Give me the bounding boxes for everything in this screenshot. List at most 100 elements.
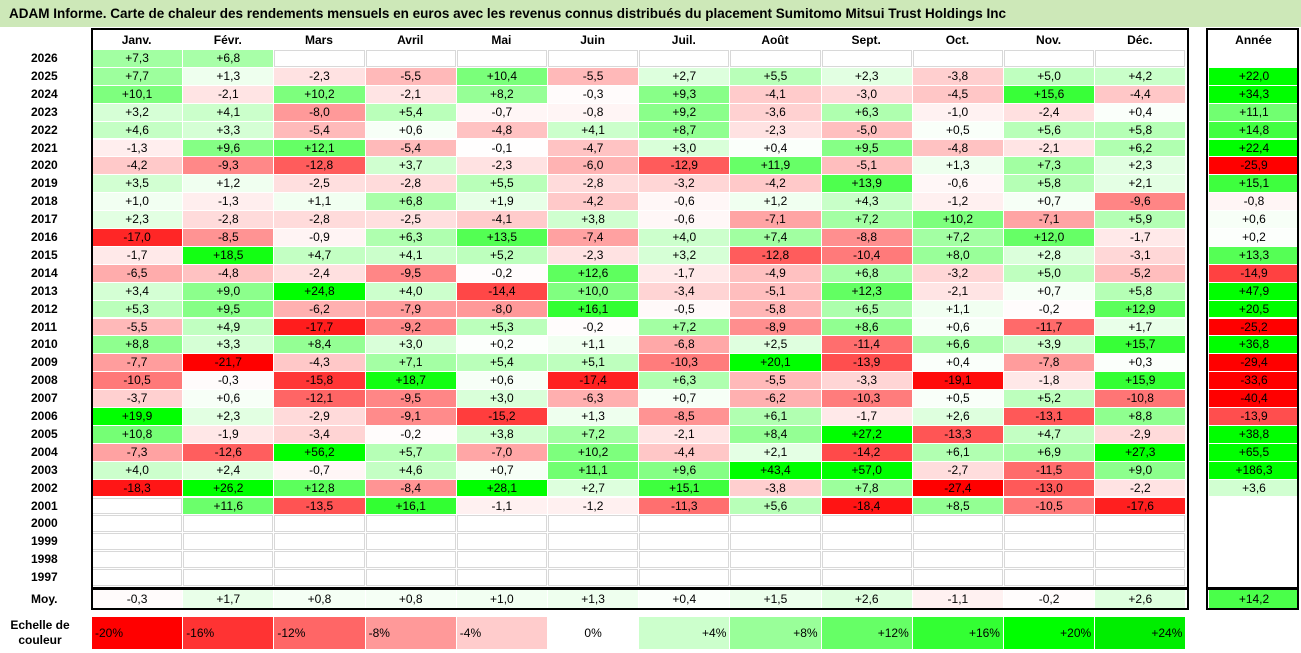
heatmap-cell: -0,3 (548, 85, 639, 103)
heatmap-cell: -7,9 (365, 300, 456, 318)
month-header: Févr. (213, 33, 242, 47)
heatmap-cell: -0,7 (456, 103, 547, 121)
heatmap-cell (912, 551, 1003, 569)
heatmap-cell: +3,8 (456, 425, 547, 443)
average-cell: +0,4 (639, 590, 730, 609)
average-cell: +2,6 (821, 590, 912, 609)
heatmap-cell: -10,5 (92, 372, 183, 390)
heatmap-cell: +3,3 (183, 336, 274, 354)
heatmap-cell: +9,0 (1095, 461, 1186, 479)
heatmap-cell: -9,2 (365, 318, 456, 336)
heatmap-cell: -8,5 (639, 408, 730, 425)
heatmap-cell: -6,0 (548, 157, 639, 175)
year-label: 2023 (31, 104, 58, 119)
heatmap-cell: -7,1 (730, 211, 821, 228)
heatmap-cell (639, 569, 730, 586)
heatmap-cell: -14,4 (456, 282, 547, 300)
annual-cell: +0,6 (1209, 211, 1299, 228)
color-scale-step: +24% (1095, 617, 1186, 649)
heatmap-cell: -4,8 (183, 264, 274, 282)
heatmap-cell: +6,3 (639, 372, 730, 390)
month-header: Juin (580, 33, 605, 47)
heatmap-cell: +16,1 (365, 497, 456, 515)
heatmap-cell: +7,2 (548, 425, 639, 443)
heatmap-cell: +3,0 (639, 139, 730, 157)
month-header: Mai (491, 33, 512, 47)
annual-cell (1209, 50, 1299, 67)
heatmap-cell (821, 515, 912, 533)
heatmap-cell (1095, 551, 1186, 569)
heatmap-cell: +3,9 (1004, 336, 1095, 354)
annual-cell (1209, 497, 1299, 515)
heatmap-cell: +2,7 (548, 479, 639, 497)
heatmap-cell: -12,8 (274, 157, 365, 175)
heatmap-cell: +8,0 (912, 246, 1003, 264)
heatmap-cell: -2,4 (274, 264, 365, 282)
heatmap-cell: +6,8 (821, 264, 912, 282)
annual-cell: +65,5 (1209, 443, 1299, 461)
heatmap-cell: +0,6 (183, 390, 274, 407)
heatmap-cell: -0,2 (548, 318, 639, 336)
heatmap-cell: -2,3 (274, 67, 365, 85)
heatmap-cell: -3,4 (274, 425, 365, 443)
heatmap-cell: -3,8 (730, 479, 821, 497)
heatmap-cell: -3,7 (92, 390, 183, 407)
heatmap-cell (548, 515, 639, 533)
month-header: Oct. (945, 33, 970, 47)
heatmap-cell: -3,6 (730, 103, 821, 121)
heatmap-cell: +0,7 (639, 390, 730, 407)
heatmap-cell: -12,6 (183, 443, 274, 461)
heatmap-cell: +1,2 (730, 193, 821, 211)
heatmap-cell: -6,8 (639, 336, 730, 354)
heatmap-cell: -5,8 (730, 300, 821, 318)
heatmap-cell: -2,3 (548, 246, 639, 264)
year-label: 2024 (31, 86, 58, 101)
heatmap-cell: -3,4 (639, 282, 730, 300)
heatmap-cell: -1,9 (183, 425, 274, 443)
year-label: 1999 (31, 534, 58, 549)
heatmap-cell: -2,1 (639, 425, 730, 443)
heatmap-cell: +10,0 (548, 282, 639, 300)
year-label: 2006 (31, 409, 58, 423)
heatmap-cell (639, 551, 730, 569)
year-label: 2007 (31, 391, 58, 406)
color-scale-step: +16% (912, 617, 1003, 649)
heatmap-cell: -8,4 (365, 479, 456, 497)
heatmap-cell: +5,8 (1095, 282, 1186, 300)
annual-cell: +15,1 (1209, 175, 1299, 193)
heatmap-cell: +5,5 (456, 175, 547, 193)
heatmap-cell: +2,8 (1004, 246, 1095, 264)
heatmap-cell: +11,6 (183, 497, 274, 515)
heatmap-cell: +7,4 (730, 229, 821, 246)
heatmap-cell: +8,6 (821, 318, 912, 336)
heatmap-cell: -1,1 (456, 497, 547, 515)
heatmap-cell: +27,3 (1095, 443, 1186, 461)
year-label: 1998 (31, 552, 58, 567)
heatmap-cell: +5,2 (456, 246, 547, 264)
heatmap-cell: -4,8 (456, 121, 547, 139)
heatmap-cell: -18,3 (92, 479, 183, 497)
heatmap-cell (92, 515, 183, 533)
annual-cell: +11,1 (1209, 103, 1299, 121)
average-label: Moy. (31, 592, 58, 606)
heatmap-cell: +13,5 (456, 229, 547, 246)
heatmap-cell: +2,5 (730, 336, 821, 354)
year-label: 2020 (31, 158, 58, 173)
heatmap-cell: +5,4 (365, 103, 456, 121)
heatmap-cell (912, 533, 1003, 551)
heatmap-cell (730, 569, 821, 586)
heatmap-cell: +10,2 (548, 443, 639, 461)
heatmap-cell: -10,3 (639, 354, 730, 372)
heatmap-cell: -5,5 (730, 372, 821, 390)
heatmap-cell: +10,2 (274, 85, 365, 103)
heatmap-cell: -12,9 (639, 157, 730, 175)
heatmap-cell: +56,2 (274, 443, 365, 461)
heatmap-cell (274, 515, 365, 533)
heatmap-cell (730, 50, 821, 67)
heatmap-cell: -7,1 (1004, 211, 1095, 228)
heatmap-cell (1004, 551, 1095, 569)
heatmap-cell: -9,6 (1095, 193, 1186, 211)
heatmap-cell: -1,7 (821, 408, 912, 425)
heatmap-cell: +15,1 (639, 479, 730, 497)
heatmap-cell: -13,1 (1004, 408, 1095, 425)
